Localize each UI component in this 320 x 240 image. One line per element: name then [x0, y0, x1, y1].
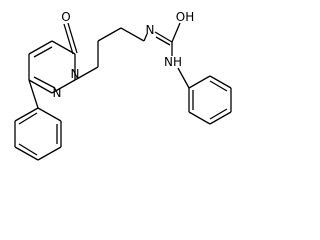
bond — [63, 23, 74, 55]
bond — [154, 31, 173, 43]
atom-label: NH — [164, 55, 182, 69]
bond — [209, 80, 228, 92]
atom-label: O — [61, 10, 70, 24]
bond — [18, 143, 38, 156]
bond — [28, 79, 53, 94]
bond — [51, 40, 76, 55]
bond — [74, 66, 99, 81]
bond — [14, 146, 39, 161]
bond — [33, 46, 53, 58]
bond — [14, 107, 39, 122]
bond — [67, 22, 78, 54]
bond — [18, 112, 38, 125]
bond — [143, 33, 148, 42]
bond — [209, 108, 228, 120]
bond — [155, 36, 171, 46]
bond — [51, 79, 76, 94]
bond — [209, 111, 232, 125]
bond — [37, 146, 62, 161]
atom-label: OH — [176, 10, 194, 24]
atom-label: N — [146, 23, 155, 37]
bond — [97, 27, 122, 42]
bond — [33, 76, 56, 89]
bond — [28, 79, 39, 109]
bonds — [14, 22, 232, 161]
atom-label: N — [53, 86, 62, 100]
bond — [177, 67, 190, 89]
atom-label: N — [71, 67, 80, 81]
bond — [28, 40, 53, 55]
molecule: O N N N OH NH — [14, 10, 232, 161]
bond — [209, 75, 232, 89]
bond — [188, 75, 211, 89]
bond — [37, 107, 62, 122]
bond — [171, 22, 181, 43]
bond — [120, 27, 145, 42]
bond — [188, 111, 211, 125]
